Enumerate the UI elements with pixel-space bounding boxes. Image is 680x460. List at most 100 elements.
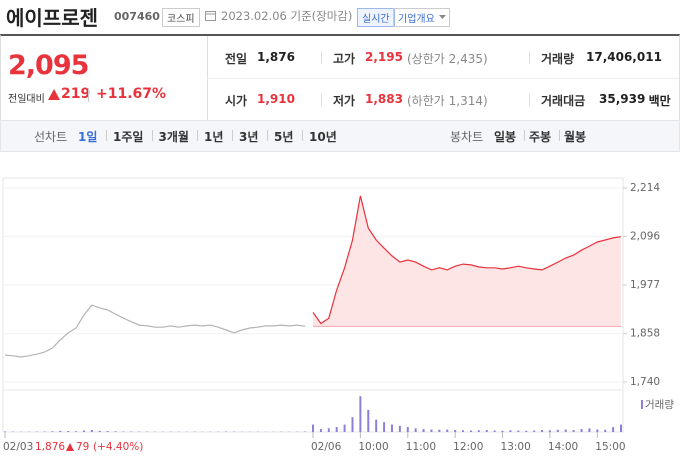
price-line <box>4 304 306 358</box>
volume-bar <box>90 430 93 432</box>
x-tick-label: 02/06 <box>311 441 342 453</box>
volume-bar <box>98 430 101 432</box>
volume-bar <box>398 425 401 432</box>
summary-value: 1,876 <box>257 50 295 64</box>
volume-bar <box>367 409 370 432</box>
summary-label: 전일 <box>225 52 248 66</box>
volume-bar <box>509 430 512 432</box>
volume-bar <box>59 430 62 432</box>
summary-label: 저가 <box>333 94 356 108</box>
volume-bar <box>469 430 472 432</box>
volume-bar <box>620 424 622 432</box>
candle-tab[interactable]: 월봉 <box>564 130 587 144</box>
volume-bar <box>517 430 520 432</box>
volume-bar <box>343 424 346 432</box>
change-pct: +11.67% <box>96 86 167 102</box>
divider <box>559 130 560 141</box>
volume-bar <box>319 429 322 432</box>
volume-bar <box>501 430 504 432</box>
volume-bar <box>106 431 109 432</box>
summary-value: 2,195 <box>365 50 403 64</box>
tab-group-label: 선차트 <box>34 130 68 144</box>
summary-note: (상한가 2,435) <box>407 52 488 66</box>
volume-bar <box>588 428 591 432</box>
x-tick-label: 12:00 <box>453 441 483 453</box>
divider <box>106 130 107 141</box>
divider <box>302 130 303 141</box>
x-tick-label: 14:00 <box>548 441 578 453</box>
volume-bar <box>383 422 386 432</box>
y-tick-label: 2,096 <box>630 230 660 242</box>
volume-bar <box>541 430 544 432</box>
footer-close: 1,876 <box>35 441 65 453</box>
volume-bar <box>82 430 85 432</box>
volume-bar <box>580 429 583 432</box>
price-line <box>312 195 622 325</box>
summary-note: (하한가 1,314) <box>407 94 488 108</box>
y-tick-label: 1,858 <box>630 328 660 340</box>
divider <box>151 130 153 141</box>
period-tab[interactable]: 10년 <box>309 130 337 144</box>
period-tab[interactable]: 1주일 <box>113 130 144 144</box>
divider <box>88 88 89 102</box>
price: 2,095 <box>8 50 89 81</box>
area <box>313 195 621 327</box>
x-tick-label: 10:00 <box>358 441 388 453</box>
volume-bar <box>430 429 433 432</box>
volume-bar <box>596 429 599 432</box>
divider <box>232 130 233 141</box>
summary-value: 1,910 <box>257 92 295 106</box>
stock-title: 에이프로젠 <box>6 6 98 30</box>
divider <box>207 78 679 79</box>
volume-bar <box>564 429 567 432</box>
y-tick-label: 1,977 <box>630 279 660 291</box>
volume-bar <box>422 429 425 432</box>
x-tick-label: 15:00 <box>595 441 625 453</box>
volume-bar <box>454 430 457 432</box>
company-label: 기업개요 <box>398 14 435 25</box>
volume-bar <box>462 430 465 432</box>
divider <box>524 130 525 141</box>
up-icon <box>66 443 74 451</box>
volume-bar <box>446 429 449 432</box>
x-tick-label: 02/03 <box>3 441 33 453</box>
period-tab[interactable]: 3년 <box>239 130 259 144</box>
date: 2023.02.06 기준(장마감) <box>221 9 353 23</box>
candle-tab[interactable]: 주봉 <box>529 130 552 144</box>
stock-code: 007460 <box>114 10 160 23</box>
volume-bar <box>406 427 409 432</box>
market-badge: 코스피 <box>162 8 200 27</box>
volume-bar <box>556 429 559 432</box>
volume-bar <box>604 429 607 432</box>
volume-bar <box>351 417 354 432</box>
y-tick-label: 2,214 <box>630 182 660 194</box>
volume-bar <box>477 430 480 432</box>
volume-bar <box>67 431 70 432</box>
divider <box>197 130 198 141</box>
x-tick-label: 11:00 <box>406 441 436 453</box>
volume-bar <box>525 430 528 432</box>
summary-label: 시가 <box>225 94 248 108</box>
volume-bar <box>312 424 314 432</box>
realtime-button[interactable]: 실시간 <box>357 8 395 27</box>
tab-bar <box>0 120 680 152</box>
period-tab[interactable]: 1일 <box>78 130 98 144</box>
divider <box>321 94 322 106</box>
volume-bar <box>414 428 417 432</box>
summary-unit: 백만 <box>648 94 671 108</box>
volume-legend-key <box>641 400 643 409</box>
volume-bar <box>548 430 551 432</box>
volume-bar <box>438 429 441 432</box>
divider <box>267 130 268 141</box>
divider <box>529 52 530 64</box>
period-tab[interactable]: 5년 <box>274 130 294 144</box>
volume-bar <box>51 431 54 432</box>
volume-bar <box>114 431 117 432</box>
candle-tab[interactable]: 일봉 <box>494 130 517 144</box>
summary-value: 1,883 <box>365 92 403 106</box>
period-tab[interactable]: 3개월 <box>158 130 189 144</box>
company-button[interactable]: 기업개요 <box>393 8 450 27</box>
divider <box>529 94 530 106</box>
period-tab[interactable]: 1년 <box>204 130 224 144</box>
summary-label: 거래량 <box>541 52 575 66</box>
